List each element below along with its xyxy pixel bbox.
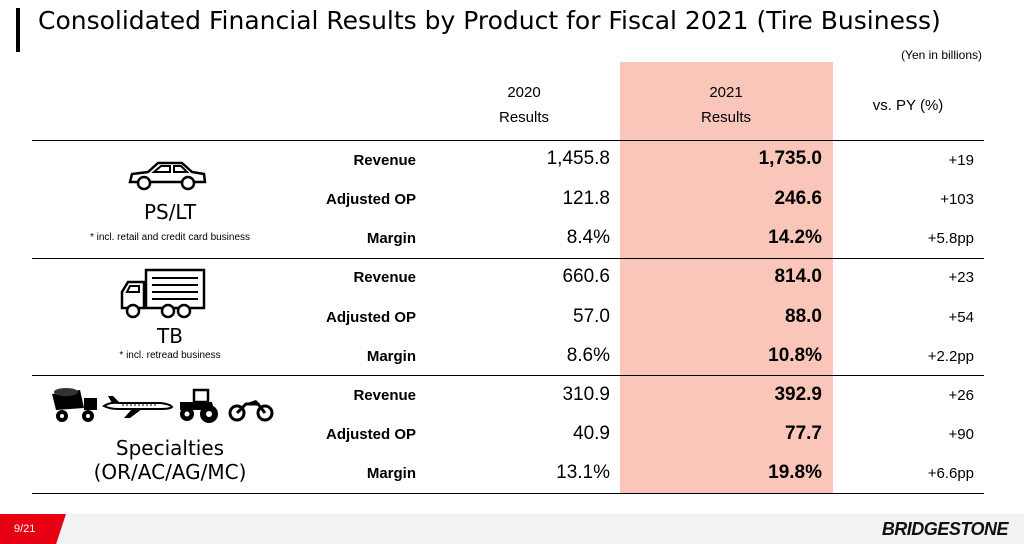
column-header-2020-label: Results bbox=[498, 109, 550, 126]
row-label: Margin bbox=[366, 348, 416, 365]
table-bottom-line bbox=[32, 493, 984, 494]
header-divider bbox=[32, 140, 984, 141]
segment-note-tb: * incl. retread business bbox=[119, 350, 221, 361]
value-2020: 660.6 bbox=[562, 266, 610, 287]
row-label: Margin bbox=[366, 230, 416, 247]
value-vs-py: +19 bbox=[948, 152, 974, 169]
value-2021: 19.8% bbox=[768, 462, 822, 483]
value-2020: 8.4% bbox=[566, 227, 610, 248]
column-header-vs-py: vs. PY (%) bbox=[872, 97, 944, 114]
page-title: Consolidated Financial Results by Produc… bbox=[38, 6, 941, 35]
value-2020: 57.0 bbox=[573, 306, 610, 327]
segment-name-specialties-detail: (OR/AC/AG/MC) bbox=[93, 460, 247, 484]
row-label: Revenue bbox=[353, 269, 416, 286]
footer-bar bbox=[0, 514, 1024, 544]
row-label: Revenue bbox=[353, 152, 416, 169]
value-2021: 88.0 bbox=[785, 306, 822, 327]
tractor-icon bbox=[180, 388, 218, 423]
value-vs-py: +54 bbox=[948, 309, 974, 326]
row-label: Adjusted OP bbox=[325, 191, 416, 208]
value-2020: 310.9 bbox=[562, 384, 610, 405]
car-icon bbox=[128, 161, 207, 191]
segment-divider bbox=[32, 375, 984, 376]
airplane-icon bbox=[102, 396, 174, 418]
bridgestone-logo: BRIDGESTONE bbox=[881, 519, 1009, 539]
segment-note-pslt: * incl. retail and credit card business bbox=[89, 232, 251, 243]
value-2021: 814.0 bbox=[774, 266, 822, 287]
column-header-2021-year: 2021 bbox=[709, 84, 743, 101]
row-label: Adjusted OP bbox=[325, 426, 416, 443]
value-vs-py: +5.8pp bbox=[927, 230, 974, 247]
value-2020: 40.9 bbox=[573, 423, 610, 444]
value-2020: 13.1% bbox=[556, 462, 610, 483]
motorcycle-icon bbox=[228, 400, 274, 422]
value-2020: 1,455.8 bbox=[546, 148, 610, 169]
dump-truck-icon bbox=[52, 388, 97, 422]
value-vs-py: +2.2pp bbox=[927, 348, 974, 365]
value-2021: 392.9 bbox=[774, 384, 822, 405]
value-2021: 246.6 bbox=[774, 188, 822, 209]
value-2021: 77.7 bbox=[785, 423, 822, 444]
value-vs-py: +90 bbox=[948, 426, 974, 443]
segment-name-pslt: PS/LT bbox=[143, 200, 197, 224]
segment-name-tb: TB bbox=[157, 324, 183, 348]
value-vs-py: +103 bbox=[940, 191, 974, 208]
segment-divider bbox=[32, 258, 984, 259]
value-2021: 14.2% bbox=[768, 227, 822, 248]
row-label: Adjusted OP bbox=[325, 309, 416, 326]
value-vs-py: +23 bbox=[948, 269, 974, 286]
truck-icon bbox=[120, 268, 206, 319]
row-label: Revenue bbox=[353, 387, 416, 404]
row-label: Margin bbox=[366, 465, 416, 482]
unit-note: (Yen in billions) bbox=[901, 48, 982, 62]
column-header-2021-label: Results bbox=[700, 109, 752, 126]
value-2020: 121.8 bbox=[562, 188, 610, 209]
value-2021: 1,735.0 bbox=[758, 148, 822, 169]
column-header-2021: 2021 Results bbox=[672, 80, 780, 130]
column-header-2020: 2020 Results bbox=[470, 80, 578, 130]
page-number: 9/21 bbox=[0, 514, 66, 544]
value-vs-py: +6.6pp bbox=[927, 465, 974, 482]
title-accent-bar bbox=[16, 8, 20, 52]
value-2020: 8.6% bbox=[566, 345, 610, 366]
column-header-2020-year: 2020 bbox=[507, 84, 541, 101]
value-vs-py: +26 bbox=[948, 387, 974, 404]
value-2021: 10.8% bbox=[768, 345, 822, 366]
segment-name-specialties: Specialties bbox=[115, 436, 225, 460]
highlight-column-2021 bbox=[620, 62, 833, 494]
